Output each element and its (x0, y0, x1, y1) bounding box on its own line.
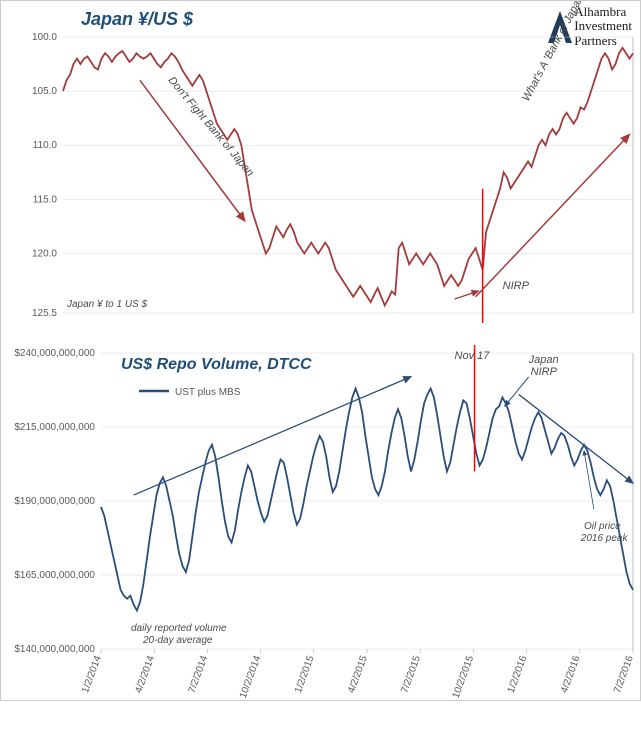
svg-text:20-day average: 20-day average (142, 635, 213, 646)
svg-text:7/2/2014: 7/2/2014 (187, 654, 211, 695)
svg-text:Japan ¥ to 1 US $: Japan ¥ to 1 US $ (66, 299, 147, 310)
svg-text:100.0: 100.0 (32, 32, 57, 43)
svg-text:110.0: 110.0 (33, 140, 58, 151)
svg-text:$165,000,000,000: $165,000,000,000 (14, 570, 95, 581)
chart2: $140,000,000,000 $165,000,000,000 $190,000… (1, 341, 641, 741)
svg-text:NIRP: NIRP (503, 280, 530, 292)
svg-text:4/2/2016: 4/2/2016 (559, 654, 583, 695)
svg-text:$140,000,000,000: $140,000,000,000 (14, 644, 95, 655)
svg-text:Oil price: Oil price (584, 521, 621, 532)
svg-text:Nov 17: Nov 17 (455, 350, 491, 362)
svg-text:UST plus MBS: UST plus MBS (175, 387, 241, 398)
svg-text:NIRP: NIRP (531, 366, 558, 378)
svg-text:What's A 'Bank of Japan'?: What's A 'Bank of Japan'? (520, 1, 590, 103)
svg-text:Don't Fight Bank of Japan: Don't Fight Bank of Japan (166, 75, 256, 179)
svg-text:105.0: 105.0 (32, 86, 57, 97)
svg-text:1/2/2015: 1/2/2015 (293, 654, 317, 695)
svg-text:2016 peak: 2016 peak (580, 533, 629, 544)
svg-text:1/2/2014: 1/2/2014 (80, 654, 104, 695)
chart1: 100.0 105.0 110.0 115.0 120.0 125.5 Japan ¥ to… (1, 1, 641, 353)
svg-text:7/2/2016: 7/2/2016 (612, 654, 636, 695)
chart1-title: Japan ¥/US $ (81, 9, 193, 30)
svg-text:1/2/2016: 1/2/2016 (506, 654, 530, 695)
svg-text:120.0: 120.0 (32, 248, 57, 259)
svg-text:10/2/2014: 10/2/2014 (238, 654, 264, 700)
svg-text:10/2/2015: 10/2/2015 (451, 654, 477, 700)
chart2-title: US$ Repo Volume, DTCC (121, 356, 312, 374)
svg-text:$215,000,000,000: $215,000,000,000 (14, 422, 95, 433)
svg-text:$190,000,000,000: $190,000,000,000 (14, 496, 95, 507)
svg-text:7/2/2015: 7/2/2015 (399, 654, 423, 695)
svg-text:115.0: 115.0 (33, 194, 58, 205)
svg-text:125.5: 125.5 (32, 308, 57, 319)
svg-text:4/2/2014: 4/2/2014 (133, 654, 157, 695)
svg-text:daily reported volume: daily reported volume (131, 623, 227, 634)
svg-text:$240,000,000,000: $240,000,000,000 (14, 348, 95, 359)
svg-text:Japan: Japan (528, 354, 559, 366)
svg-text:4/2/2015: 4/2/2015 (346, 654, 370, 695)
